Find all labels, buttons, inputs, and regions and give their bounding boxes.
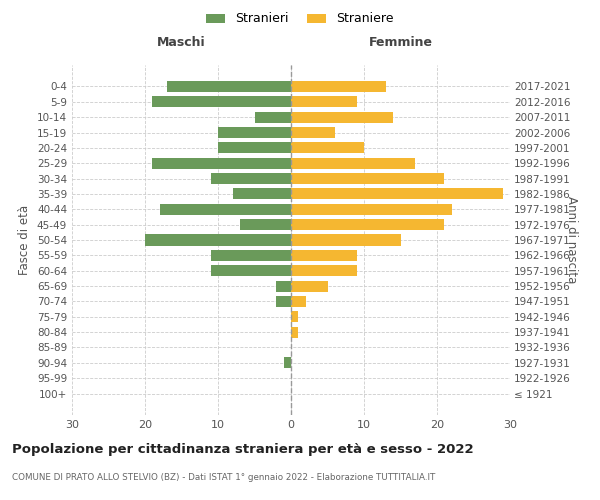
Bar bbox=[291, 142, 364, 154]
Bar bbox=[254, 112, 291, 122]
Bar bbox=[145, 234, 291, 246]
Bar bbox=[211, 250, 291, 261]
Bar bbox=[152, 158, 291, 168]
Bar bbox=[284, 358, 291, 368]
Bar bbox=[291, 188, 503, 200]
Bar bbox=[291, 204, 452, 215]
Bar bbox=[291, 296, 305, 307]
Text: Popolazione per cittadinanza straniera per età e sesso - 2022: Popolazione per cittadinanza straniera p… bbox=[12, 442, 473, 456]
Bar bbox=[291, 173, 444, 184]
Bar bbox=[291, 158, 415, 168]
Bar bbox=[152, 96, 291, 108]
Y-axis label: Anni di nascita: Anni di nascita bbox=[565, 196, 578, 284]
Bar bbox=[291, 219, 444, 230]
Bar bbox=[291, 250, 356, 261]
Text: Femmine: Femmine bbox=[368, 36, 433, 49]
Bar bbox=[291, 280, 328, 291]
Bar bbox=[291, 96, 356, 108]
Bar bbox=[291, 326, 298, 338]
Y-axis label: Fasce di età: Fasce di età bbox=[19, 205, 31, 275]
Bar bbox=[291, 312, 298, 322]
Legend: Stranieri, Straniere: Stranieri, Straniere bbox=[203, 8, 397, 29]
Bar bbox=[291, 127, 335, 138]
Bar bbox=[291, 265, 356, 276]
Bar bbox=[291, 112, 393, 122]
Bar bbox=[167, 81, 291, 92]
Text: COMUNE DI PRATO ALLO STELVIO (BZ) - Dati ISTAT 1° gennaio 2022 - Elaborazione TU: COMUNE DI PRATO ALLO STELVIO (BZ) - Dati… bbox=[12, 472, 436, 482]
Bar bbox=[218, 142, 291, 154]
Text: Maschi: Maschi bbox=[157, 36, 206, 49]
Bar bbox=[291, 234, 401, 246]
Bar bbox=[291, 81, 386, 92]
Bar bbox=[240, 219, 291, 230]
Bar bbox=[211, 265, 291, 276]
Bar bbox=[277, 296, 291, 307]
Bar bbox=[211, 173, 291, 184]
Bar bbox=[277, 280, 291, 291]
Bar bbox=[218, 127, 291, 138]
Bar bbox=[233, 188, 291, 200]
Bar bbox=[160, 204, 291, 215]
